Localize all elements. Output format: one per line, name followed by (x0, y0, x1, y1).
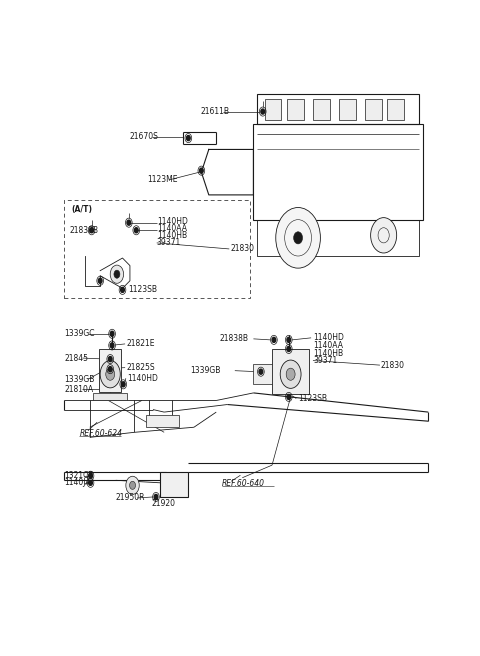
Text: 1140HB: 1140HB (313, 348, 343, 358)
Circle shape (134, 228, 138, 233)
Bar (99, 349, 121, 392)
Circle shape (280, 360, 301, 388)
Circle shape (287, 394, 290, 400)
Circle shape (90, 228, 94, 233)
Text: 1140HB: 1140HB (156, 232, 187, 240)
Bar (287, 99, 304, 120)
Circle shape (89, 480, 92, 485)
Text: 21830: 21830 (381, 361, 405, 369)
Text: 21830: 21830 (230, 245, 254, 253)
Circle shape (110, 331, 114, 337)
Text: 1123ME: 1123ME (147, 175, 178, 184)
Text: 21838B: 21838B (69, 226, 98, 235)
Bar (64, 200, 250, 298)
Bar (253, 124, 423, 220)
Text: 1140HD: 1140HD (156, 216, 188, 226)
Circle shape (126, 476, 139, 495)
Bar (339, 99, 356, 120)
Circle shape (286, 368, 295, 380)
Text: 1339GB: 1339GB (190, 366, 221, 375)
Bar (272, 349, 309, 394)
Circle shape (100, 361, 120, 388)
Text: 1140AA: 1140AA (313, 341, 343, 350)
Bar (257, 94, 419, 124)
Text: 1123SB: 1123SB (298, 394, 327, 403)
Text: (A/T): (A/T) (71, 205, 92, 214)
Circle shape (261, 109, 264, 114)
Text: 21821E: 21821E (127, 339, 156, 348)
Text: 1339GC: 1339GC (64, 329, 95, 338)
Bar (387, 99, 404, 120)
Circle shape (106, 368, 115, 380)
Circle shape (371, 218, 396, 253)
Circle shape (154, 495, 158, 499)
Circle shape (287, 337, 290, 342)
Text: 21611B: 21611B (201, 107, 229, 116)
Circle shape (121, 382, 125, 387)
Circle shape (108, 367, 112, 372)
Circle shape (294, 232, 302, 244)
Circle shape (110, 343, 114, 348)
Circle shape (114, 270, 120, 278)
Text: 21810A: 21810A (64, 385, 94, 394)
Bar (253, 364, 272, 384)
Circle shape (186, 136, 190, 140)
Text: REF.60-640: REF.60-640 (222, 480, 265, 488)
Text: 21825S: 21825S (127, 363, 156, 372)
Bar (145, 415, 179, 427)
Bar (160, 472, 188, 497)
Text: 21670S: 21670S (130, 133, 159, 141)
Circle shape (287, 346, 290, 352)
Circle shape (98, 278, 102, 283)
Circle shape (200, 168, 203, 173)
Circle shape (130, 482, 135, 489)
Circle shape (108, 357, 112, 361)
Text: 1123SB: 1123SB (128, 285, 157, 295)
Text: 21950R: 21950R (115, 493, 144, 502)
Text: 1140AA: 1140AA (156, 224, 187, 234)
Circle shape (120, 287, 124, 293)
Text: 1140JA: 1140JA (64, 478, 91, 487)
Text: 39371: 39371 (313, 356, 337, 365)
Text: 21845: 21845 (64, 354, 88, 363)
Text: 21920: 21920 (151, 499, 175, 508)
Bar (313, 99, 330, 120)
Text: REF.60-624: REF.60-624 (79, 429, 122, 438)
Circle shape (259, 369, 263, 374)
Circle shape (276, 207, 321, 268)
Bar (365, 99, 382, 120)
Circle shape (272, 337, 276, 342)
Bar (94, 393, 127, 400)
Bar (257, 220, 419, 256)
Text: 1140HD: 1140HD (313, 333, 344, 342)
Text: 1140HD: 1140HD (127, 374, 158, 382)
Bar (264, 99, 281, 120)
Text: 1321CB: 1321CB (64, 471, 94, 480)
Text: 21838B: 21838B (220, 335, 249, 343)
Circle shape (110, 265, 124, 283)
Circle shape (89, 473, 92, 478)
Circle shape (127, 220, 131, 225)
Text: 39371: 39371 (156, 238, 181, 247)
Text: 1339GB: 1339GB (64, 375, 95, 384)
